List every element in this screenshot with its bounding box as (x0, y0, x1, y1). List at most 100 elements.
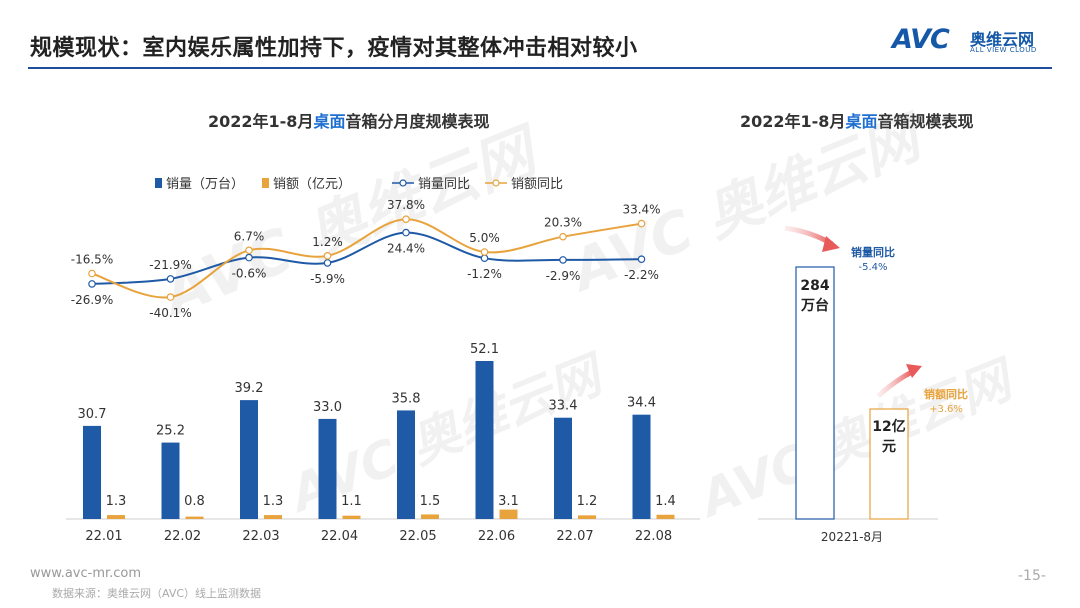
bar-revenue (264, 515, 282, 519)
legend-swatch-revenue (262, 178, 269, 188)
data-label-volume-yoy: -21.9% (149, 258, 191, 272)
data-label-volume: 30.7 (78, 407, 107, 422)
bar-revenue (107, 515, 125, 519)
point-volume-yoy (88, 280, 96, 288)
chart-legend: 销量（万台） 销额（亿元） 销量同比 销额同比 (155, 177, 563, 192)
point-revenue-yoy (245, 246, 253, 255)
right-title-post: 音箱规模表现 (877, 112, 974, 131)
data-label-revenue-yoy: -40.1% (149, 306, 191, 320)
data-label-volume: 25.2 (156, 424, 185, 439)
legend-label: 销量同比 (418, 177, 470, 192)
data-label-revenue: 1.3 (106, 494, 127, 509)
bar-volume (554, 417, 572, 519)
right-title-highlight: 桌面 (845, 112, 878, 131)
x-tick-label: 22.04 (321, 529, 358, 544)
bar-volume (475, 361, 494, 519)
data-label-revenue-yoy: 20.3% (544, 216, 582, 230)
x-tick-label: 22.05 (399, 529, 436, 544)
point-volume-yoy (402, 228, 410, 237)
bar-volume (161, 442, 180, 519)
x-tick-label: 22.03 (242, 529, 279, 544)
legend-label: 销量（万台） (166, 177, 244, 192)
right-title-pre: 2022年1-8月 (740, 112, 846, 131)
bar-volume-total (795, 266, 835, 520)
series-line-revenue-yoy (91, 218, 642, 299)
point-revenue-yoy (559, 232, 567, 241)
data-label-volume: 52.1 (470, 342, 499, 357)
data-label-revenue-yoy: -16.5% (71, 253, 113, 267)
legend-marker-volume-yoy (399, 179, 407, 187)
legend-swatch-volume (155, 178, 162, 188)
x-tick-label: 20221-8月 (821, 530, 883, 544)
bar-volume (318, 418, 337, 519)
header: 规模现状：室内娱乐属性加持下，疫情对其整体冲击相对较小 AVC 奥维云网 ALL… (0, 0, 1080, 69)
up-arrow-shaft (876, 369, 914, 398)
data-label-revenue-yoy: 5.0% (469, 231, 500, 245)
avc-logo: AVC 奥维云网 ALL VIEW CLOUD (892, 24, 1062, 58)
data-label-volume-yoy: -26.9% (71, 293, 113, 307)
data-label-revenue-yoy: 1.2% (312, 235, 343, 249)
up-arrow-icon (906, 364, 922, 378)
left-title-highlight: 桌面 (313, 112, 346, 131)
data-label-volume-yoy: -5.9% (310, 272, 345, 286)
point-revenue-yoy (402, 215, 410, 224)
data-label-volume-yoy: -2.2% (624, 268, 659, 282)
footer-url: www.avc-mr.com (30, 566, 142, 581)
annotation-volume-yoy-value: -5.4% (858, 262, 887, 273)
right-chart-title: 2022年1-8月桌面音箱规模表现 (740, 108, 973, 132)
bar-revenue (185, 516, 204, 519)
bar-volume (83, 425, 101, 519)
data-label-revenue: 1.3 (263, 494, 284, 509)
down-arrow-icon (822, 236, 840, 252)
point-revenue-yoy (323, 252, 332, 260)
data-label-volume-yoy: -2.9% (546, 269, 581, 283)
data-label-revenue-yoy: 6.7% (234, 229, 265, 243)
legend-marker-revenue-yoy (492, 179, 500, 187)
page-number: -15- (1018, 568, 1046, 584)
data-label-revenue-total: 12亿 (872, 418, 905, 435)
data-label-revenue: 1.1 (341, 494, 362, 509)
annotation-revenue-yoy-label: 销额同比 (924, 387, 968, 401)
data-label-volume-total: 284 (800, 278, 829, 294)
bar-revenue (421, 514, 439, 519)
bar-revenue (656, 514, 675, 519)
point-volume-yoy (559, 256, 567, 264)
bar-revenue (578, 515, 596, 519)
point-revenue-yoy (480, 248, 489, 256)
data-label-volume-yoy: -0.6% (232, 267, 267, 281)
data-label-revenue-total: 元 (882, 439, 896, 455)
left-title-pre: 2022年1-8月 (208, 112, 314, 131)
bar-volume (632, 414, 651, 519)
point-revenue-yoy (166, 293, 175, 301)
annotation-volume-yoy-label: 销量同比 (851, 245, 895, 259)
logo-cn: 奥维云网 (970, 30, 1035, 49)
bar-volume (240, 400, 258, 519)
x-tick-label: 22.01 (85, 529, 122, 544)
footer-source: 数据来源：奥维云网（AVC）线上监测数据 (52, 587, 262, 600)
data-label-volume: 35.8 (392, 391, 421, 406)
point-volume-yoy (245, 253, 253, 262)
data-label-revenue: 1.2 (577, 494, 598, 509)
data-label-volume: 33.4 (549, 399, 578, 414)
logo-en: ALL VIEW CLOUD (970, 46, 1037, 54)
x-tick-label: 22.07 (556, 529, 593, 544)
data-label-revenue: 1.4 (655, 494, 676, 509)
point-revenue-yoy (88, 269, 96, 278)
data-label-revenue: 1.5 (420, 494, 441, 509)
bar-revenue (342, 515, 361, 519)
data-label-volume: 34.4 (627, 396, 656, 411)
legend-label: 销额同比 (511, 177, 563, 192)
point-volume-yoy (637, 255, 646, 264)
data-label-volume: 33.0 (313, 400, 342, 415)
header-divider (28, 67, 1052, 69)
point-volume-yoy (166, 275, 175, 283)
legend-label: 销额（亿元） (273, 177, 351, 192)
data-label-volume-total: 万台 (800, 297, 829, 314)
data-label-revenue-yoy: 37.8% (387, 198, 425, 212)
data-label-revenue: 0.8 (184, 494, 205, 509)
data-label-revenue-yoy: 33.4% (622, 203, 660, 217)
data-label-volume: 39.2 (235, 381, 264, 396)
data-label-revenue: 3.1 (498, 494, 519, 509)
